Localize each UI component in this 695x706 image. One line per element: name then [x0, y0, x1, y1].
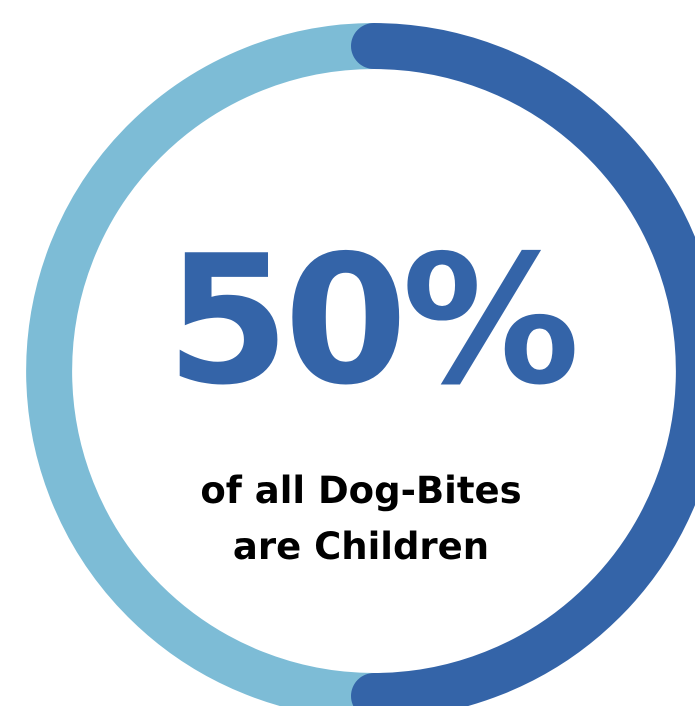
caption-line-1: of all Dog-Bites	[200, 469, 522, 512]
donut-slice-others	[26, 23, 375, 706]
donut-slice-children	[351, 23, 695, 706]
percent-headline: 50%	[165, 217, 580, 424]
caption-line-2: are Children	[232, 525, 490, 568]
caption: of all Dog-Bites are Children	[0, 463, 695, 575]
